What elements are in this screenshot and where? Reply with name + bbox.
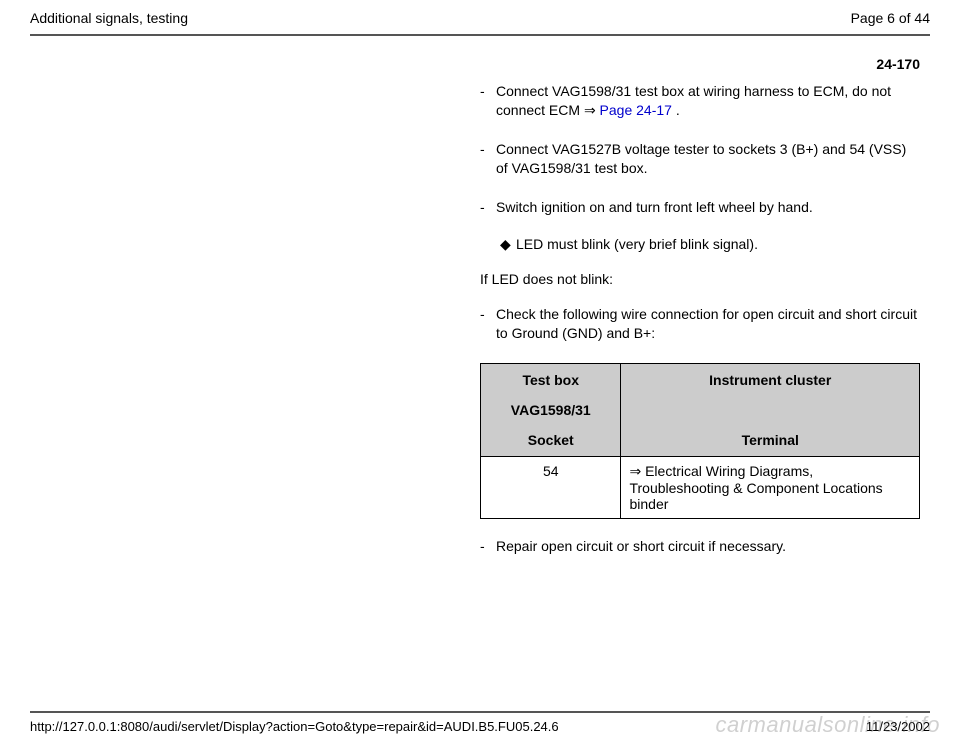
sub-bullet-item: ◆ LED must blink (very brief blink signa… bbox=[500, 236, 920, 253]
diamond-bullet-icon: ◆ bbox=[500, 236, 516, 253]
step-item: - Repair open circuit or short circuit i… bbox=[480, 537, 920, 556]
wiring-table: Test box VAG1598/31 Socket Instrument cl… bbox=[480, 363, 920, 519]
content-area: - Connect VAG1598/31 test box at wiring … bbox=[480, 82, 960, 556]
th-left-line3: Socket bbox=[491, 432, 610, 448]
step1-prefix: Connect VAG1598/31 test box at wiring ha… bbox=[496, 83, 891, 118]
step-item: - Connect VAG1527B voltage tester to soc… bbox=[480, 140, 920, 178]
step-text: Connect VAG1598/31 test box at wiring ha… bbox=[496, 82, 920, 120]
arrow-icon: ⇒ bbox=[629, 463, 641, 479]
th-left-line1: Test box bbox=[522, 372, 579, 388]
table-cell-terminal: ⇒ Electrical Wiring Diagrams, Troublesho… bbox=[621, 457, 920, 519]
page-footer: http://127.0.0.1:8080/audi/servlet/Displ… bbox=[0, 711, 960, 734]
dash-bullet: - bbox=[480, 537, 496, 556]
section-page-number: 24-170 bbox=[0, 36, 960, 82]
table-cell-text: Electrical Wiring Diagrams, Troubleshoot… bbox=[629, 463, 882, 512]
step-text: Check the following wire connection for … bbox=[496, 305, 920, 343]
arrow-icon: ⇒ bbox=[584, 102, 596, 118]
step-text: Switch ignition on and turn front left w… bbox=[496, 198, 920, 217]
dash-bullet: - bbox=[480, 305, 496, 343]
page-header: Additional signals, testing Page 6 of 44 bbox=[0, 0, 960, 34]
step-item: - Switch ignition on and turn front left… bbox=[480, 198, 920, 217]
th-right-line1: Instrument cluster bbox=[709, 372, 831, 388]
table-header-left: Test box VAG1598/31 Socket bbox=[481, 364, 621, 457]
header-page-of: Page 6 of 44 bbox=[851, 10, 930, 26]
sub-bullet-text: LED must blink (very brief blink signal)… bbox=[516, 236, 758, 253]
table-row: 54 ⇒ Electrical Wiring Diagrams, Trouble… bbox=[481, 457, 920, 519]
dash-bullet: - bbox=[480, 140, 496, 178]
footer-date: 11/23/2002 bbox=[866, 719, 930, 734]
footer-rule bbox=[30, 711, 930, 713]
dash-bullet: - bbox=[480, 82, 496, 120]
table-cell-socket: 54 bbox=[481, 457, 621, 519]
table-header-right: Instrument cluster Terminal bbox=[621, 364, 920, 457]
footer-url: http://127.0.0.1:8080/audi/servlet/Displ… bbox=[30, 719, 559, 734]
step-item: - Connect VAG1598/31 test box at wiring … bbox=[480, 82, 920, 120]
header-title: Additional signals, testing bbox=[30, 10, 188, 26]
th-right-line2: Terminal bbox=[631, 432, 909, 448]
step-text: Connect VAG1527B voltage tester to socke… bbox=[496, 140, 920, 178]
condition-text: If LED does not blink: bbox=[480, 271, 920, 287]
th-left-line2: VAG1598/31 bbox=[491, 402, 610, 418]
step-text: Repair open circuit or short circuit if … bbox=[496, 537, 920, 556]
dash-bullet: - bbox=[480, 198, 496, 217]
step-item: - Check the following wire connection fo… bbox=[480, 305, 920, 343]
step1-suffix: . bbox=[676, 102, 680, 118]
page-link[interactable]: Page 24-17 bbox=[596, 102, 676, 118]
